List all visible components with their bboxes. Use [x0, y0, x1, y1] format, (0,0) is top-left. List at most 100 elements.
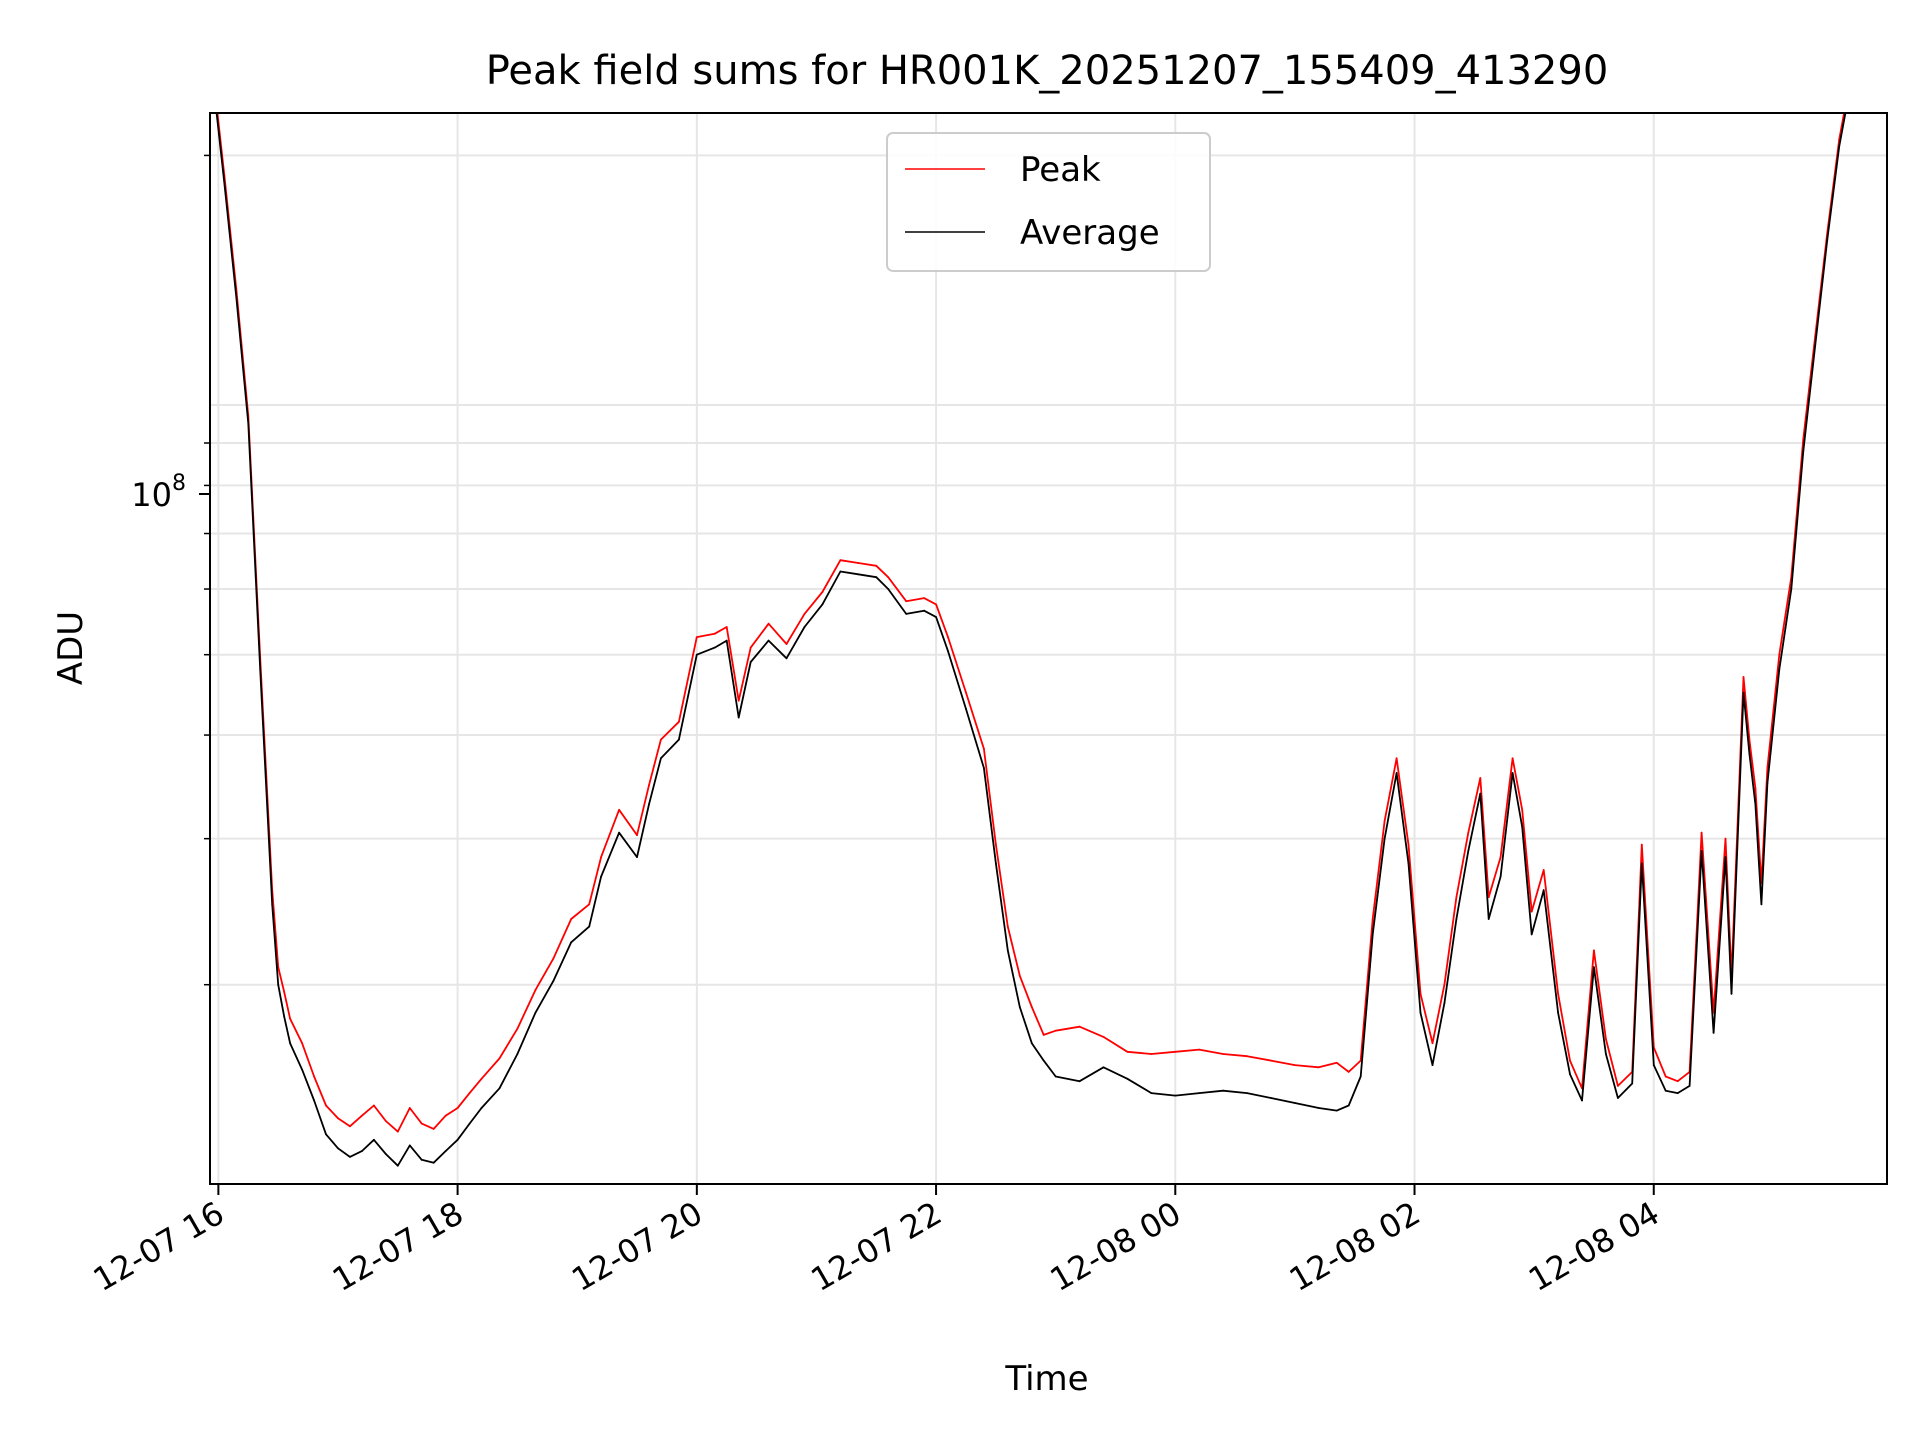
data-point-peak [648, 784, 650, 787]
data-point-average [1042, 1059, 1045, 1062]
data-point-average [373, 1138, 375, 1141]
data-point-peak [695, 636, 698, 638]
data-point-average [935, 616, 937, 618]
data-point-peak [349, 1125, 351, 1128]
data-point-average [1487, 918, 1490, 920]
data-point-average [618, 831, 620, 834]
plot-series [215, 113, 1847, 1167]
data-point-average [1359, 1075, 1362, 1078]
data-point-peak [283, 991, 286, 993]
data-point-average [1730, 992, 1733, 995]
data-point-average [875, 576, 878, 579]
data-point-average [1407, 862, 1410, 865]
data-point-average [349, 1156, 351, 1158]
data-point-average [1006, 949, 1009, 952]
data-point-average [1030, 1042, 1033, 1045]
data-point-peak [552, 957, 555, 960]
data-point-peak [785, 643, 788, 645]
data-point-average [1652, 1064, 1655, 1066]
data-point-peak [498, 1057, 501, 1060]
data-point-average [498, 1087, 501, 1090]
series-line-peak [216, 113, 1846, 1133]
data-point-peak [905, 600, 908, 603]
data-point-average [1712, 1031, 1715, 1034]
data-point-peak [1395, 757, 1398, 760]
data-point-average [1557, 1011, 1559, 1014]
data-point-average [1688, 1085, 1691, 1087]
data-point-peak [1018, 974, 1021, 977]
data-point-average [1742, 691, 1745, 694]
data-point-average [588, 925, 591, 928]
data-point-peak [1511, 757, 1514, 760]
data-point-peak [1754, 787, 1757, 790]
data-point-average [905, 613, 908, 615]
data-point-peak [935, 603, 937, 606]
data-point-average [1102, 1066, 1105, 1069]
data-point-average [420, 1158, 423, 1161]
data-point-average [785, 657, 788, 660]
data-point-average [749, 661, 752, 663]
data-point-peak [1294, 1064, 1296, 1066]
data-point-average [396, 1164, 399, 1167]
data-point-peak [313, 1075, 315, 1078]
data-point-average [301, 1068, 303, 1071]
data-point-average [857, 573, 860, 576]
data-point-average [1150, 1092, 1153, 1094]
data-point-peak [1593, 949, 1595, 952]
data-point-peak [1557, 992, 1559, 995]
data-point-peak [1383, 820, 1386, 822]
data-point-average [1569, 1073, 1571, 1076]
data-point-average [767, 639, 770, 642]
data-point-average [516, 1053, 519, 1055]
data-point-average [1443, 1002, 1446, 1005]
data-point-average [1521, 826, 1524, 828]
y-tick-label: 108 [131, 471, 186, 514]
data-point-average [552, 980, 555, 982]
data-point-average [313, 1099, 315, 1102]
grid [210, 113, 1887, 1184]
data-point-peak [1317, 1066, 1320, 1069]
data-point-peak [384, 1120, 387, 1122]
data-point-peak [803, 613, 806, 615]
data-point-peak [1676, 1080, 1679, 1083]
data-point-peak [1617, 1085, 1619, 1087]
legend-box [886, 132, 1211, 272]
data-point-average [1054, 1075, 1057, 1078]
data-point-peak [1006, 925, 1009, 928]
data-point-peak [737, 699, 740, 702]
data-point-peak [636, 834, 638, 836]
x-axis-label: Time [1004, 1359, 1088, 1399]
data-point-peak [678, 720, 680, 723]
data-point-average [1700, 850, 1703, 852]
data-point-peak [396, 1130, 399, 1133]
data-point-peak [1487, 896, 1490, 899]
data-point-average [947, 650, 949, 652]
data-point-average [1395, 772, 1398, 774]
data-point-average [1371, 933, 1374, 936]
data-point-peak [1371, 918, 1374, 920]
data-point-average [1270, 1097, 1272, 1099]
data-point-average [1640, 862, 1643, 865]
data-point-average [289, 1042, 291, 1045]
data-point-average [1419, 1011, 1422, 1014]
data-point-average [1455, 918, 1458, 920]
data-point-peak [516, 1027, 519, 1030]
data-point-average [1479, 792, 1482, 795]
data-point-average [337, 1147, 339, 1150]
data-point-average [1676, 1092, 1679, 1094]
data-point-average [1664, 1089, 1667, 1092]
data-point-average [1294, 1102, 1296, 1104]
data-point-peak [1198, 1048, 1201, 1051]
series-line-average [215, 113, 1847, 1167]
data-point-average [839, 570, 842, 573]
data-point-average [678, 738, 680, 741]
data-point-average [259, 668, 262, 671]
data-point-peak [1335, 1061, 1338, 1064]
data-point-peak [570, 918, 573, 920]
data-point-average [995, 862, 997, 865]
data-point-peak [839, 559, 842, 562]
legend-average-label: Average [1020, 213, 1160, 253]
data-point-average [468, 1122, 471, 1125]
data-point-average [887, 588, 890, 590]
data-point-average [325, 1133, 327, 1136]
